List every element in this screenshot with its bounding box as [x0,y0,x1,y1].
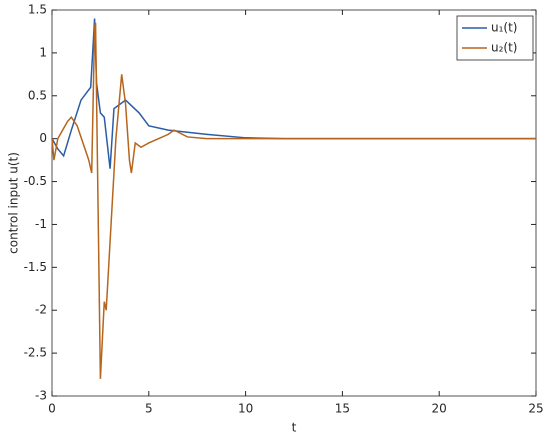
x-tick-label: 20 [432,402,447,416]
x-tick-label: 25 [528,402,543,416]
x-axis-label: t [292,421,297,435]
y-tick-label: 0 [39,131,47,145]
legend-box [456,15,534,61]
y-tick-label: -1 [35,217,47,231]
x-tick-label: 15 [335,402,350,416]
y-tick-label: 1 [39,45,47,59]
y-tick-label: -2.5 [24,346,47,360]
y-tick-label: -3 [35,389,47,403]
y-tick-label: -2 [35,303,47,317]
y-tick-label: 1.5 [28,3,47,17]
legend-label: u₂(t) [491,41,517,55]
plot-area [51,9,537,397]
x-tick-label: 5 [145,402,153,416]
y-tick-label: -1.5 [24,260,47,274]
x-tick-label: 0 [48,402,56,416]
series-line [51,22,536,379]
x-tick-label: 10 [238,402,253,416]
y-tick-label: -0.5 [24,174,47,188]
y-tick-label: 0.5 [28,88,47,102]
y-axis-label: control input u(t) [7,152,21,254]
legend-label: u₁(t) [491,21,517,35]
series-line [51,18,536,169]
